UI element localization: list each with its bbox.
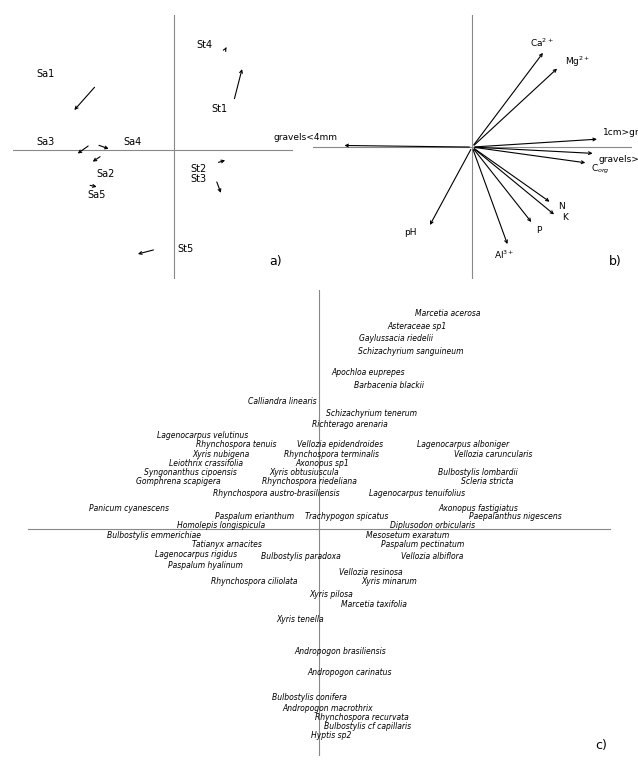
Text: Paspalum hyalinum: Paspalum hyalinum — [168, 561, 243, 570]
Text: Diplusodon orbicularis: Diplusodon orbicularis — [390, 521, 475, 530]
Text: Sa4: Sa4 — [123, 137, 142, 147]
Text: Schizachyrium sanguineum: Schizachyrium sanguineum — [358, 347, 464, 356]
Text: Andropogon carinatus: Andropogon carinatus — [308, 668, 392, 677]
Text: St4: St4 — [197, 40, 213, 50]
Text: Hyptis sp2: Hyptis sp2 — [311, 731, 352, 740]
Text: Vellozia resinosa: Vellozia resinosa — [339, 568, 403, 577]
Text: C$_{org}$: C$_{org}$ — [591, 163, 610, 176]
Text: pH: pH — [404, 228, 417, 237]
Text: b): b) — [609, 255, 622, 268]
Text: Mg$^{2+}$: Mg$^{2+}$ — [565, 55, 590, 69]
Text: Andropogon macrothrix: Andropogon macrothrix — [283, 704, 373, 713]
Text: Scleria stricta: Scleria stricta — [461, 477, 514, 486]
Text: Rhynchospora terminalis: Rhynchospora terminalis — [284, 449, 379, 458]
Text: Sa3: Sa3 — [36, 137, 55, 147]
Text: Marcetia taxifolia: Marcetia taxifolia — [341, 600, 407, 609]
Text: Xyris nubigena: Xyris nubigena — [193, 449, 249, 458]
Text: Axonopus fastigiatus: Axonopus fastigiatus — [438, 504, 518, 513]
Text: Paspalum pectinatum: Paspalum pectinatum — [382, 540, 464, 549]
Text: Paspalum erianthum: Paspalum erianthum — [215, 512, 294, 521]
Text: gravels<4mm: gravels<4mm — [273, 133, 338, 142]
Text: Rhynchospora recurvata: Rhynchospora recurvata — [315, 714, 409, 722]
Text: K: K — [562, 213, 568, 222]
Text: Rhynchospora ciliolata: Rhynchospora ciliolata — [211, 577, 298, 586]
Text: Vellozia albiflora: Vellozia albiflora — [401, 552, 463, 561]
Text: Bulbostylis lombardii: Bulbostylis lombardii — [438, 468, 518, 477]
Text: Ca$^{2+}$: Ca$^{2+}$ — [530, 37, 554, 49]
Text: Barbacenia blackii: Barbacenia blackii — [355, 381, 424, 390]
Text: a): a) — [270, 255, 282, 268]
Text: Vellozia epidendroides: Vellozia epidendroides — [297, 440, 383, 449]
Text: Syngonanthus cipoensis: Syngonanthus cipoensis — [144, 468, 237, 477]
Text: Bulbostylis conifera: Bulbostylis conifera — [272, 693, 347, 702]
Text: Axonopus sp1: Axonopus sp1 — [295, 458, 349, 468]
Text: Bulbostylis cf capillaris: Bulbostylis cf capillaris — [325, 722, 412, 731]
Text: Rhynchospora austro-brasiliensis: Rhynchospora austro-brasiliensis — [213, 489, 339, 498]
Text: Andropogon brasiliensis: Andropogon brasiliensis — [295, 647, 387, 656]
Text: Al$^{3+}$: Al$^{3+}$ — [494, 248, 514, 261]
Text: Xyris obtusiuscula: Xyris obtusiuscula — [269, 468, 339, 477]
Text: Paepalanthus nigescens: Paepalanthus nigescens — [469, 512, 561, 521]
Text: Bulbostylis emmerichiae: Bulbostylis emmerichiae — [107, 531, 200, 540]
Text: Richterago arenaria: Richterago arenaria — [312, 420, 387, 429]
Text: Xyris minarum: Xyris minarum — [362, 577, 417, 586]
Text: Calliandra linearis: Calliandra linearis — [248, 397, 316, 406]
Text: Mesosetum exaratum: Mesosetum exaratum — [366, 531, 449, 540]
Text: St2: St2 — [191, 163, 207, 173]
Text: Lagenocarpus rigidus: Lagenocarpus rigidus — [156, 549, 237, 558]
Text: St1: St1 — [212, 105, 228, 115]
Text: Apochloa euprepes: Apochloa euprepes — [331, 367, 404, 377]
Text: N: N — [558, 202, 565, 211]
Text: P: P — [536, 226, 541, 235]
Text: Lagenocarpus velutinus: Lagenocarpus velutinus — [157, 432, 248, 440]
Text: Trachypogon spicatus: Trachypogon spicatus — [305, 512, 389, 521]
Text: Panicum cyanescens: Panicum cyanescens — [89, 504, 169, 513]
Text: 1cm>gravels>4mm: 1cm>gravels>4mm — [603, 128, 638, 137]
Text: Asteraceae sp1: Asteraceae sp1 — [387, 322, 447, 331]
Text: Lagenocarpus tenuifolius: Lagenocarpus tenuifolius — [369, 489, 465, 498]
Text: Sa2: Sa2 — [96, 169, 115, 179]
Text: Vellozia caruncularis: Vellozia caruncularis — [454, 449, 533, 458]
Text: Bulbostylis paradoxa: Bulbostylis paradoxa — [261, 552, 341, 561]
Text: c): c) — [595, 739, 607, 752]
Text: Marcetia acerosa: Marcetia acerosa — [415, 309, 480, 318]
Text: Gomphrena scapigera: Gomphrena scapigera — [136, 477, 221, 486]
Text: St3: St3 — [191, 174, 207, 184]
Text: Rhynchospora tenuis: Rhynchospora tenuis — [196, 440, 276, 449]
Text: Homolepis longispicula: Homolepis longispicula — [177, 521, 265, 530]
Text: Sa5: Sa5 — [87, 190, 105, 200]
Text: Lagenocarpus alboniger: Lagenocarpus alboniger — [417, 440, 509, 449]
Text: gravels>1cm: gravels>1cm — [598, 155, 638, 164]
Text: Xyris pilosa: Xyris pilosa — [309, 591, 353, 600]
Text: Xyris tenella: Xyris tenella — [277, 616, 325, 624]
Text: Leiothrix crassifolia: Leiothrix crassifolia — [168, 458, 242, 468]
Text: Rhynchospora riedeliana: Rhynchospora riedeliana — [262, 477, 357, 486]
Text: Tatianyx arnacites: Tatianyx arnacites — [192, 540, 262, 549]
Text: Schizachyrium tenerum: Schizachyrium tenerum — [325, 409, 417, 418]
Text: Sa1: Sa1 — [36, 70, 55, 79]
Text: Gaylussacia riedelii: Gaylussacia riedelii — [359, 334, 433, 342]
Text: St5: St5 — [177, 244, 193, 254]
